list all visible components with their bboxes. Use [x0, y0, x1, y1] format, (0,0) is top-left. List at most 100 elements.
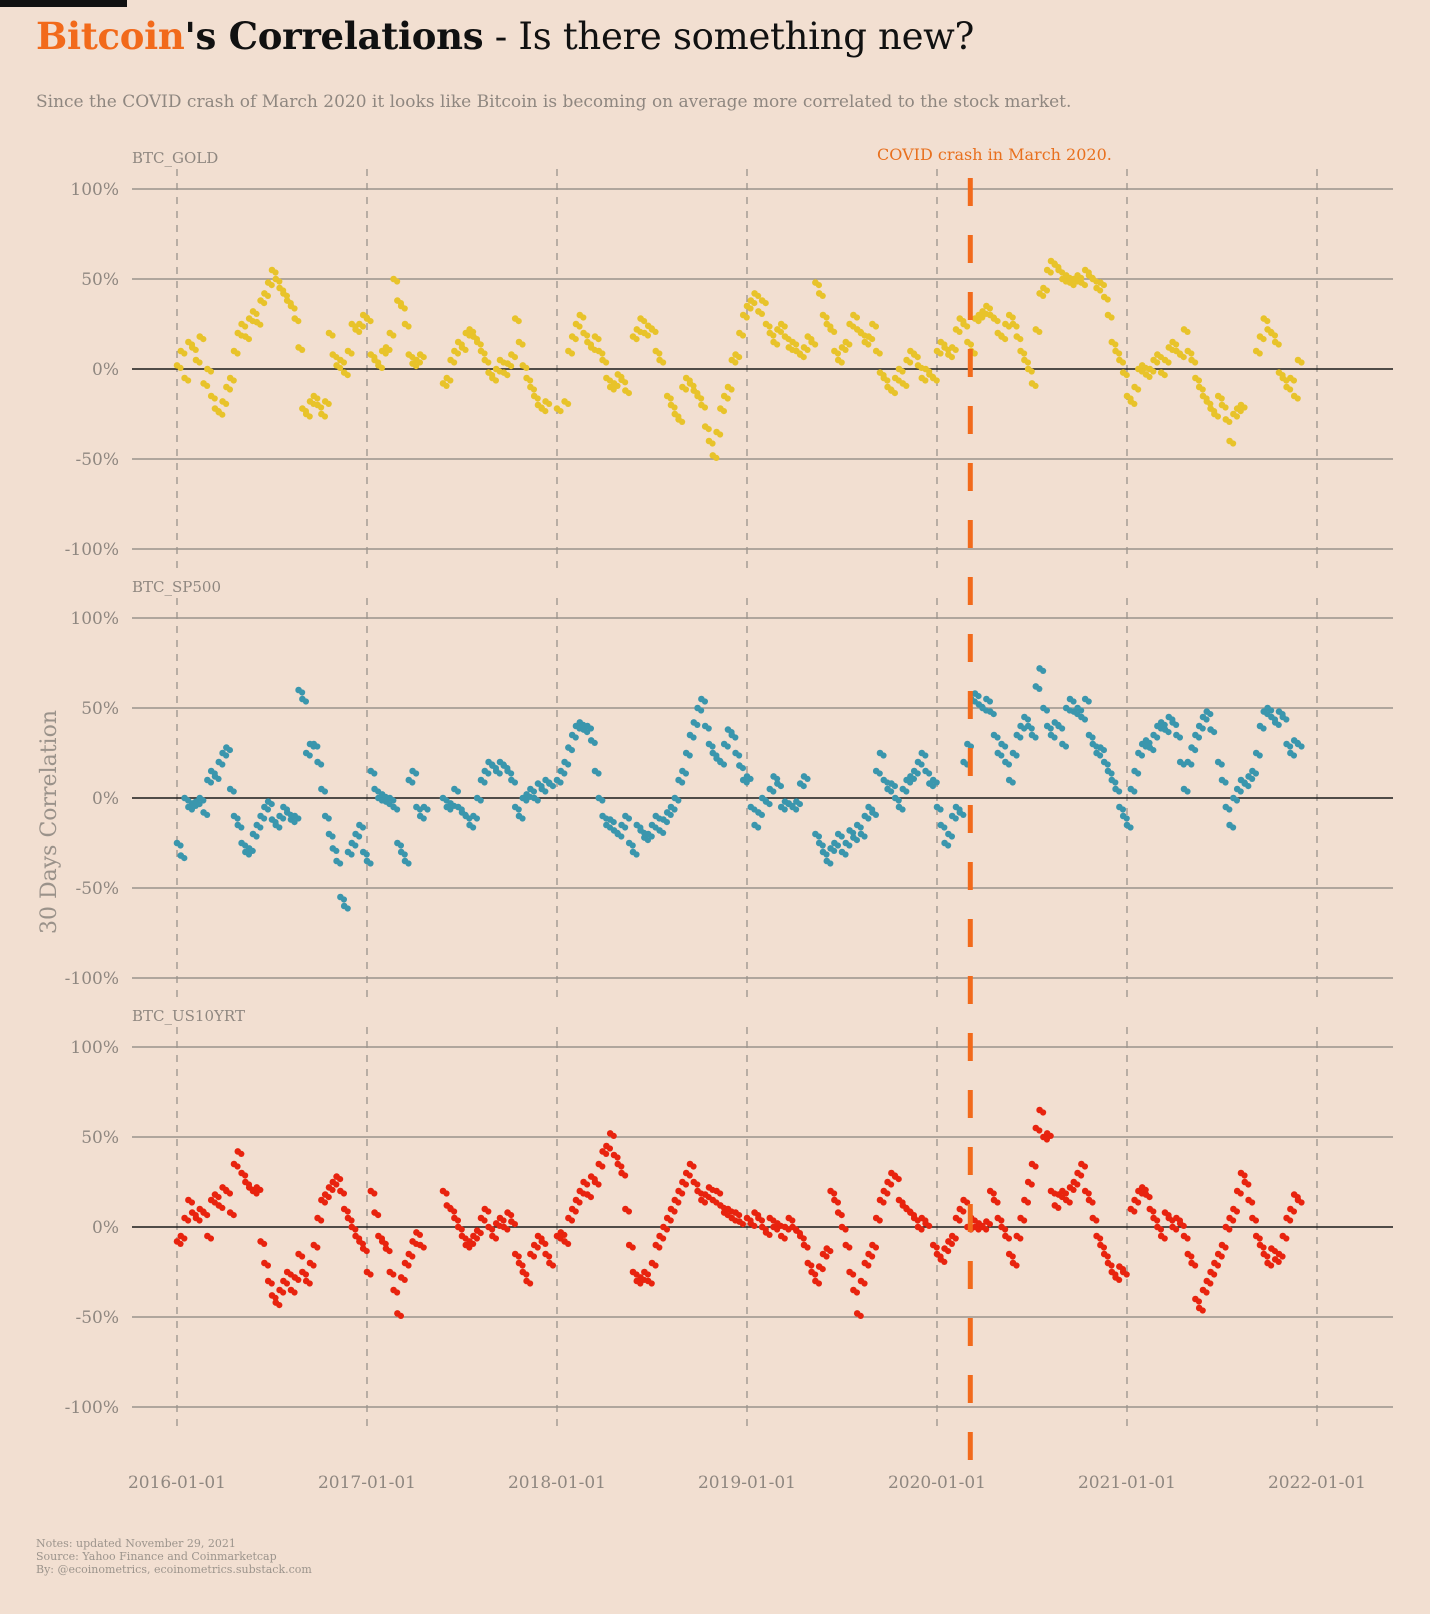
- data-point: [1119, 359, 1126, 366]
- data-point: [842, 1226, 849, 1233]
- data-point: [1195, 377, 1202, 384]
- data-point: [1085, 1190, 1092, 1197]
- data-point: [781, 1235, 788, 1242]
- data-point: [679, 418, 686, 425]
- data-point: [207, 1235, 214, 1242]
- data-point: [880, 1199, 887, 1206]
- data-point: [812, 341, 819, 348]
- data-point: [325, 1194, 332, 1201]
- data-point: [264, 292, 271, 299]
- data-point: [302, 698, 309, 705]
- data-point: [500, 1217, 507, 1224]
- data-point: [283, 1280, 290, 1287]
- data-point: [910, 775, 918, 783]
- data-point: [1017, 1235, 1024, 1242]
- data-point: [1059, 725, 1066, 732]
- data-point: [527, 377, 534, 384]
- data-point: [758, 811, 766, 819]
- data-point: [739, 332, 747, 339]
- data-point: [283, 292, 290, 299]
- data-point: [652, 328, 659, 335]
- data-point: [705, 725, 712, 732]
- data-point: [774, 775, 781, 783]
- data-point: [717, 431, 724, 438]
- data-point: [1264, 1253, 1271, 1260]
- data-point: [694, 721, 701, 729]
- data-point: [986, 1221, 994, 1228]
- data-point: [367, 860, 374, 867]
- panel-label: BTC_GOLD: [132, 149, 218, 167]
- data-point: [542, 408, 549, 415]
- data-point: [272, 1294, 279, 1301]
- data-point: [481, 350, 488, 357]
- data-point: [831, 847, 838, 855]
- data-point: [603, 1150, 610, 1157]
- data-point: [667, 395, 674, 402]
- data-point: [1290, 377, 1297, 384]
- data-point: [1002, 336, 1009, 343]
- data-point: [1256, 350, 1263, 357]
- data-point: [397, 842, 404, 849]
- data-point: [1180, 1222, 1187, 1229]
- data-point: [960, 1208, 967, 1215]
- data-point: [1275, 341, 1282, 348]
- data-point: [447, 377, 454, 384]
- data-point: [1264, 318, 1271, 325]
- y-tick-label: 100%: [70, 609, 119, 629]
- data-point: [485, 1208, 492, 1215]
- data-point: [226, 747, 233, 754]
- data-point: [937, 350, 944, 357]
- data-point: [519, 815, 526, 822]
- data-point: [941, 1258, 948, 1265]
- data-point: [766, 323, 773, 330]
- data-point: [523, 364, 530, 371]
- data-point: [770, 788, 777, 795]
- data-point: [580, 314, 587, 321]
- data-point: [1024, 716, 1031, 723]
- data-point: [363, 1248, 370, 1255]
- data-point: [508, 363, 515, 370]
- data-point: [922, 377, 929, 384]
- data-point: [815, 1280, 823, 1287]
- data-point: [1184, 328, 1191, 335]
- data-point: [534, 395, 541, 402]
- data-point: [546, 400, 553, 407]
- data-point: [200, 797, 207, 804]
- data-point: [215, 775, 222, 783]
- data-point: [834, 350, 842, 357]
- data-point: [340, 359, 347, 366]
- data-point: [1017, 734, 1024, 741]
- data-point: [952, 1235, 959, 1242]
- data-point: [1062, 1190, 1069, 1197]
- data-point: [325, 400, 332, 407]
- data-point: [1233, 413, 1240, 420]
- data-point: [1013, 323, 1020, 330]
- data-point: [504, 372, 511, 379]
- data-point: [895, 797, 902, 804]
- data-point: [215, 1194, 222, 1201]
- data-point: [1028, 368, 1035, 375]
- data-point: [709, 743, 716, 750]
- data-point: [1161, 372, 1168, 379]
- data-point: [781, 806, 788, 813]
- data-point: [1184, 788, 1191, 795]
- data-point: [1188, 1253, 1195, 1260]
- y-tick-label: 100%: [70, 1038, 119, 1058]
- data-point: [454, 1217, 461, 1224]
- data-point: [656, 1244, 663, 1251]
- data-point: [857, 1312, 864, 1319]
- data-point: [1287, 743, 1294, 750]
- data-point: [891, 783, 899, 790]
- data-point: [542, 1240, 549, 1247]
- data-point: [1009, 1253, 1016, 1260]
- data-point: [663, 819, 671, 826]
- data-point: [865, 815, 872, 822]
- data-point: [1032, 382, 1039, 389]
- title-accent: Bitcoin: [36, 14, 185, 58]
- data-point: [321, 413, 328, 420]
- data-point: [918, 761, 925, 768]
- data-point: [652, 1262, 659, 1269]
- x-tick-label: 2016-01-01: [128, 1473, 226, 1493]
- data-point: [340, 1190, 347, 1197]
- top-accent-bar: [0, 0, 127, 7]
